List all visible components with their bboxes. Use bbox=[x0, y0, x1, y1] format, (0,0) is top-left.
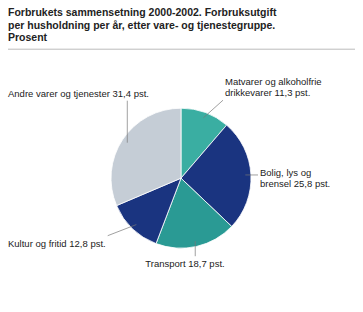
slice-label-line: Transport 18,7 pst. bbox=[145, 258, 224, 269]
slice-label: Bolig, lys ogbrensel 25,8 pst. bbox=[260, 167, 330, 189]
leader-lines bbox=[108, 100, 258, 256]
slice-label: Transport 18,7 pst. bbox=[145, 258, 224, 269]
leader-line bbox=[245, 174, 258, 175]
leader-line bbox=[203, 100, 223, 118]
slice bbox=[111, 108, 181, 205]
slice-label: Kultur og fritid 12,8 pst. bbox=[8, 238, 106, 249]
separator bbox=[8, 49, 355, 50]
leader-line bbox=[108, 225, 137, 236]
slice-label-line: Bolig, lys og bbox=[260, 167, 311, 178]
slice-label-line: drikkevarer 11,3 pst. bbox=[225, 87, 310, 98]
title-line: Forbrukets sammensetning 2000-2002. Forb… bbox=[8, 6, 277, 18]
slice-label-line: Andre varer og tjenester 31,4 pst. bbox=[8, 88, 149, 99]
slice-label: Matvarer og alkoholfriedrikkevarer 11,3 … bbox=[225, 76, 322, 98]
chart: Forbrukets sammensetning 2000-2002. Forb… bbox=[0, 0, 363, 312]
leader-line bbox=[127, 101, 128, 143]
labels: Matvarer og alkoholfriedrikkevarer 11,3 … bbox=[8, 76, 330, 269]
slice-label-line: Matvarer og alkoholfrie bbox=[225, 76, 322, 87]
title-line: Prosent bbox=[8, 31, 48, 43]
slice-label: Andre varer og tjenester 31,4 pst. bbox=[8, 88, 149, 99]
slice-label-line: Kultur og fritid 12,8 pst. bbox=[8, 238, 106, 249]
slice-label-line: brensel 25,8 pst. bbox=[260, 178, 330, 189]
title: Forbrukets sammensetning 2000-2002. Forb… bbox=[8, 6, 277, 43]
leader-line bbox=[195, 241, 196, 256]
pie bbox=[111, 108, 251, 248]
title-line: per husholdning per år, etter vare- og t… bbox=[8, 19, 275, 31]
